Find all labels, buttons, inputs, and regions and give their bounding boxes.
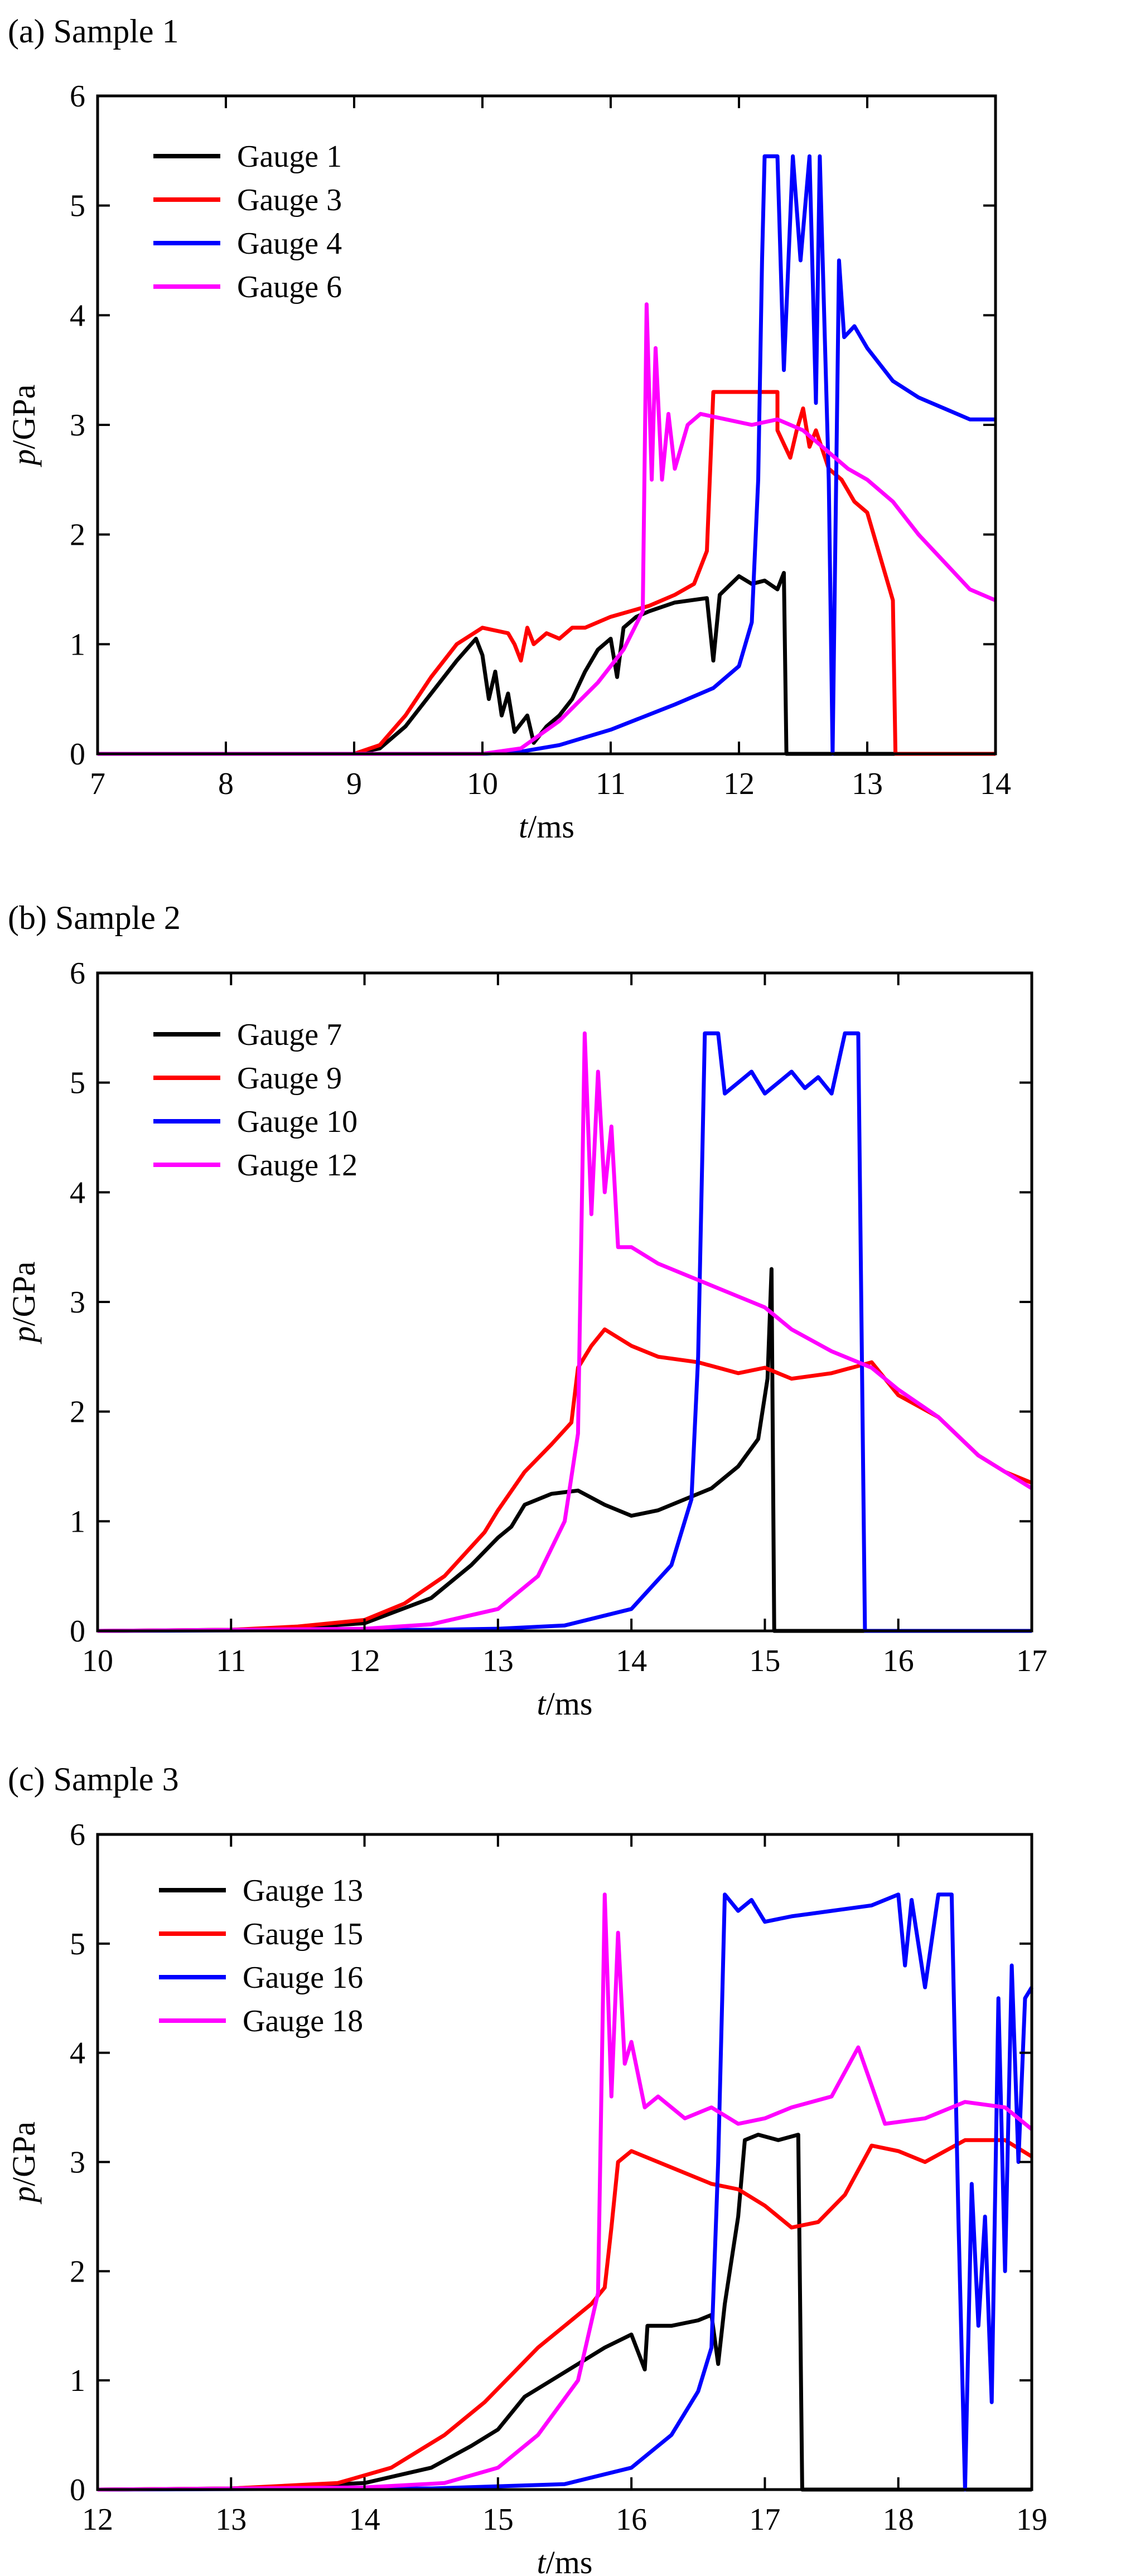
y-tick-label: 4 [70, 2036, 85, 2071]
y-tick-label: 3 [70, 1285, 85, 1320]
legend-label: Gauge 7 [237, 1018, 342, 1052]
series-line-gauge-12 [97, 1031, 1033, 1633]
legend-label: Gauge 4 [237, 226, 342, 261]
y-tick-label: 6 [70, 956, 85, 991]
x-tick-label: 13 [852, 767, 883, 801]
x-axis-label: t/ms [537, 1686, 593, 1722]
x-axis-label: t/ms [537, 2544, 593, 2576]
series-line-gauge-6 [98, 302, 997, 756]
plot-frame [96, 94, 997, 756]
series-line-gauge-18 [97, 1892, 1033, 2492]
x-tick-label: 12 [723, 767, 755, 801]
legend: Gauge 13 Gauge 15 Gauge 16 Gauge 18 [159, 1873, 363, 2038]
y-tick-label: 6 [70, 79, 85, 114]
x-tick-label: 19 [1016, 2502, 1047, 2537]
series-line-gauge-15 [97, 2138, 1033, 2492]
y-tick-label: 1 [70, 1504, 85, 1539]
y-tick-label: 2 [70, 2254, 85, 2289]
y-tick-label: 0 [70, 737, 85, 772]
legend-label: Gauge 16 [243, 1960, 363, 1995]
x-tick-label: 10 [82, 1644, 113, 1678]
x-tick-label: 12 [349, 1644, 380, 1678]
y-axis-label: p/GPa [6, 1262, 42, 1345]
series-line-gauge-3 [98, 390, 996, 756]
x-tick-label: 18 [883, 2502, 914, 2537]
x-tick-label: 14 [349, 2502, 380, 2537]
x-tick-label: 14 [616, 1644, 647, 1678]
x-tick-label: 10 [467, 767, 498, 801]
x-tick-label: 16 [616, 2502, 647, 2537]
x-tick-label: 14 [980, 767, 1011, 801]
x-tick-label: 16 [883, 1644, 914, 1678]
legend-label: Gauge 13 [243, 1873, 363, 1908]
y-tick-label: 4 [70, 1175, 85, 1210]
x-tick-label: 8 [218, 767, 234, 801]
y-tick-label: 3 [70, 408, 85, 443]
legend-label: Gauge 12 [237, 1148, 357, 1183]
y-tick-label: 1 [70, 627, 85, 662]
y-axis-label: p/GPa [6, 385, 42, 468]
x-tick-label: 9 [346, 767, 362, 801]
legend: Gauge 7 Gauge 9 Gauge 10 Gauge 12 [153, 1018, 357, 1183]
y-tick-label: 2 [70, 518, 85, 553]
series-line-gauge-7 [97, 1267, 1032, 1633]
series-line-gauge-9 [97, 1327, 1033, 1633]
x-tick-label: 15 [482, 2502, 514, 2537]
legend-label: Gauge 3 [237, 183, 342, 217]
series-line-gauge-10 [97, 1031, 1032, 1633]
series-line-gauge-13 [97, 2133, 1032, 2492]
x-tick-label: 17 [1016, 1644, 1047, 1678]
y-tick-label: 0 [70, 1614, 85, 1649]
y-tick-label: 6 [70, 1818, 85, 1852]
x-tick-label: 13 [482, 1644, 514, 1678]
x-tick-label: 11 [216, 1644, 246, 1678]
x-tick-label: 11 [596, 767, 626, 801]
y-tick-label: 3 [70, 2146, 85, 2180]
y-tick-label: 2 [70, 1395, 85, 1430]
x-tick-label: 13 [215, 2502, 247, 2537]
y-axis-label: p/GPa [6, 2122, 42, 2205]
panel-title-a: (a) Sample 1 [8, 13, 179, 50]
series-line-gauge-16 [97, 1892, 1033, 2492]
series-line-gauge-1 [98, 571, 996, 756]
x-tick-label: 7 [90, 767, 105, 801]
legend: Gauge 1 Gauge 3 Gauge 4 Gauge 6 [153, 139, 342, 304]
y-tick-label: 5 [70, 1927, 85, 1962]
plot-frame [96, 1833, 1033, 2491]
y-tick-label: 5 [70, 189, 85, 224]
x-tick-label: 15 [749, 1644, 780, 1678]
legend-label: Gauge 6 [237, 270, 342, 304]
y-tick-label: 1 [70, 2364, 85, 2398]
legend-label: Gauge 18 [243, 2004, 363, 2038]
legend-label: Gauge 10 [237, 1105, 357, 1139]
legend-label: Gauge 9 [237, 1061, 342, 1096]
y-tick-label: 0 [70, 2473, 85, 2507]
panel-title-b: (b) Sample 2 [8, 899, 181, 936]
x-tick-label: 12 [82, 2502, 113, 2537]
legend-label: Gauge 1 [237, 139, 342, 174]
x-axis-label: t/ms [519, 808, 574, 845]
x-tick-label: 17 [749, 2502, 780, 2537]
panel-title-c: (c) Sample 3 [8, 1761, 179, 1798]
series-line-gauge-4 [98, 154, 996, 756]
legend-label: Gauge 15 [243, 1917, 363, 1952]
y-tick-label: 5 [70, 1066, 85, 1101]
y-tick-label: 4 [70, 298, 85, 333]
